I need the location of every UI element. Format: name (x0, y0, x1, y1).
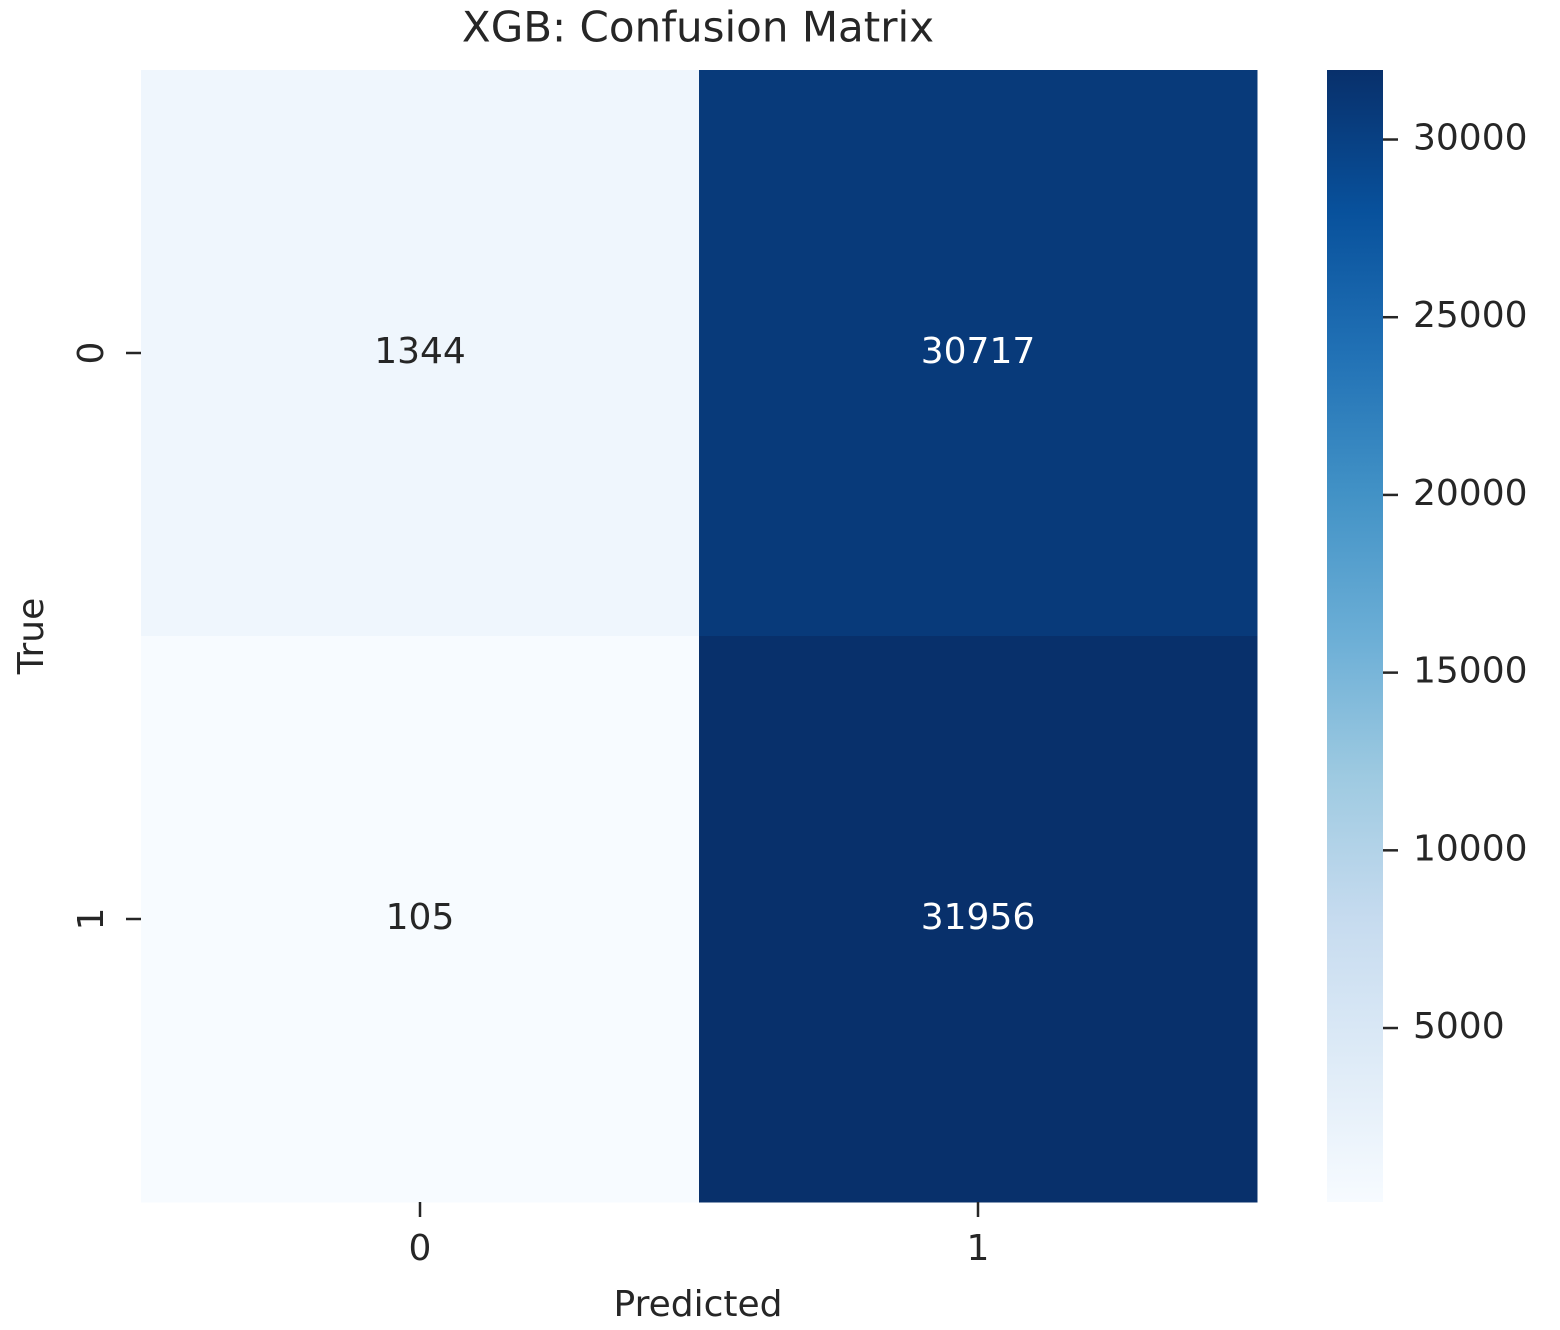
colorbar-tick-label: 30000 (1413, 118, 1528, 159)
colorbar-tick-label: 25000 (1413, 295, 1528, 336)
cell-label: 31956 (921, 897, 1036, 938)
cell-label: 1344 (374, 331, 466, 372)
cell-label: 105 (386, 897, 455, 938)
x-axis-label: Predicted (614, 1284, 783, 1325)
colorbar-tick-label: 10000 (1413, 828, 1528, 869)
colorbar-tick-label: 20000 (1413, 473, 1528, 514)
y-axis-label: True (11, 598, 52, 675)
y-tick-label: 1 (71, 908, 112, 931)
heatmap-cell (141, 70, 700, 637)
cell-label: 30717 (921, 331, 1036, 372)
heatmap-cell (699, 70, 1258, 637)
chart-title: XGB: Confusion Matrix (462, 3, 934, 52)
x-tick-label: 1 (967, 1228, 990, 1269)
colorbar (1327, 70, 1383, 1202)
x-tick-label: 0 (409, 1228, 432, 1269)
heatmap-cell (699, 636, 1258, 1203)
y-tick-label: 0 (71, 342, 112, 365)
colorbar-tick-label: 5000 (1413, 1006, 1505, 1047)
colorbar-tick-label: 15000 (1413, 651, 1528, 692)
heatmap-cell (141, 636, 700, 1203)
